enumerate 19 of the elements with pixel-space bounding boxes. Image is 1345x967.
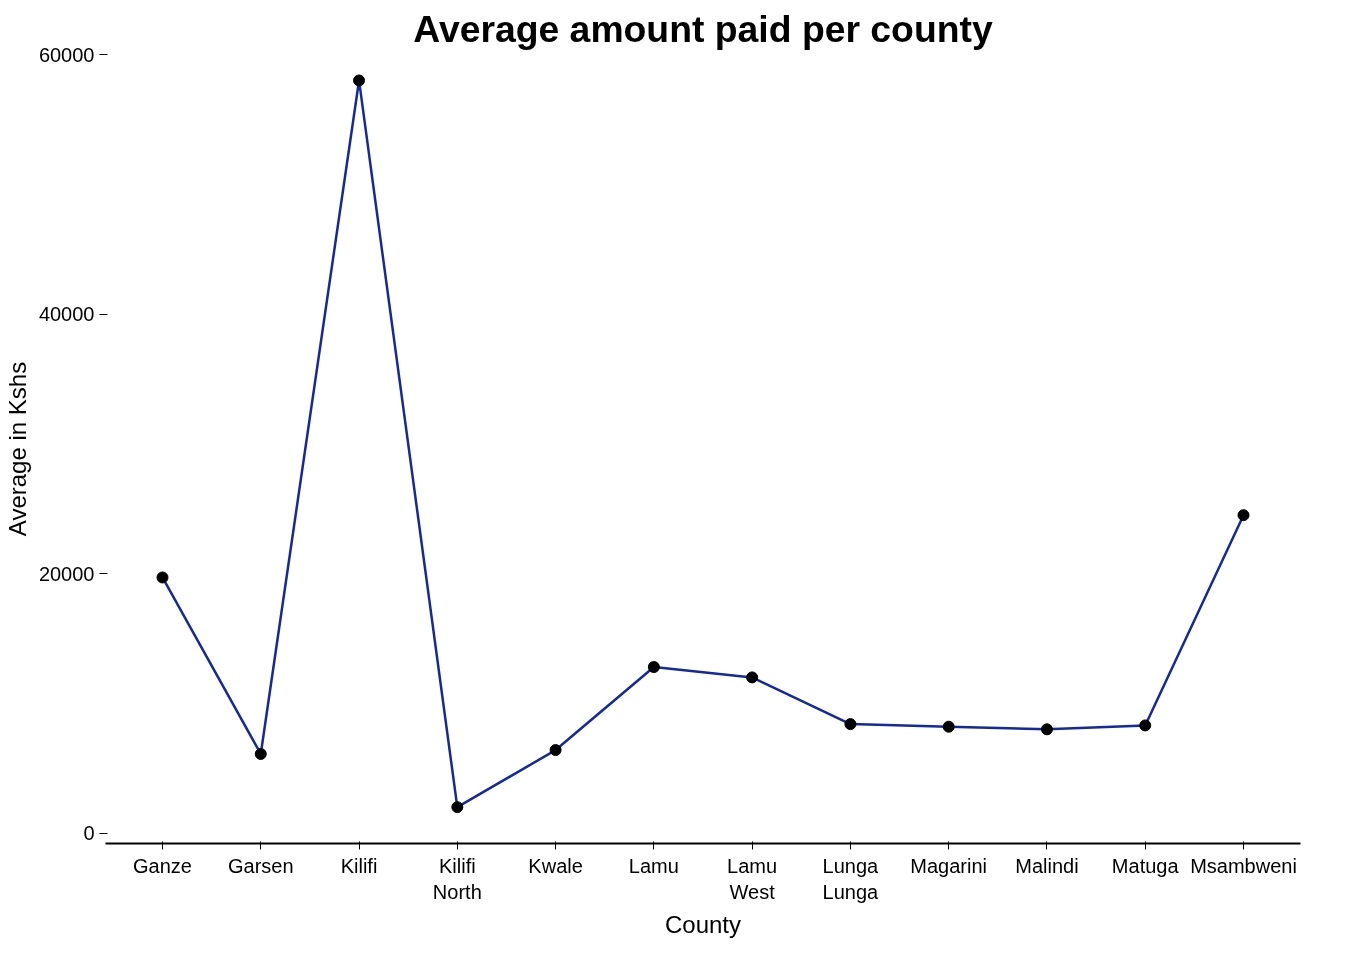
x-tick-label: Lamu [628,854,679,877]
x-tick-label: Kilifi [340,854,378,877]
x-tick-label: Garsen [227,854,294,877]
y-axis-title: Average in Kshs [3,361,31,537]
x-tick-label: Lamu West [727,854,778,903]
y-tick-label: 20000 [38,562,95,585]
x-tick-label: Matuga [1111,854,1180,877]
x-tick-label: Kilifi North [432,854,482,903]
chart-title: Average amount paid per county [413,7,993,50]
x-tick-label: Malindi [1015,854,1079,877]
x-tick-label: Kwale [528,854,583,877]
x-tick-label: Msambweni [1190,854,1297,877]
y-tick-label: 0 [83,822,95,845]
x-tick-label: Lunga Lunga [822,854,880,903]
x-tick-label: Magarini [910,854,988,877]
y-tick-label: 60000 [38,43,95,66]
x-tick-label: Ganze [133,854,192,877]
y-tick-label: 40000 [38,303,95,326]
x-axis-title: County [664,910,742,938]
